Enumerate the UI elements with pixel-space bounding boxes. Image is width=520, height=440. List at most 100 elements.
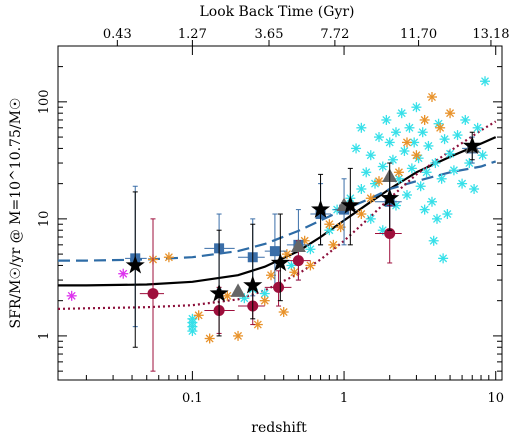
cyan-star-point <box>457 178 468 189</box>
asterisk-stroke <box>366 194 375 203</box>
cyan-star-point <box>469 183 480 194</box>
asterisk-stroke <box>378 226 387 235</box>
black-star-point <box>311 199 331 218</box>
top-tick-label: 1.27 <box>178 27 207 42</box>
asterisk-stroke <box>424 141 433 150</box>
asterisk-stroke <box>407 164 416 173</box>
grey-triangle-point <box>230 283 246 297</box>
asterisk-stroke <box>362 168 371 177</box>
fit-curve-dotted <box>58 120 497 310</box>
cyan-star-point <box>448 165 459 176</box>
orange-star-point <box>222 290 233 301</box>
top-tick-label: 0.43 <box>103 27 132 42</box>
cyan-star-point <box>417 127 428 138</box>
cyan-star-point <box>460 114 471 125</box>
cyan-star-point <box>477 150 488 161</box>
asterisk-stroke <box>397 109 406 118</box>
cyan-star-point <box>377 161 388 172</box>
top-tick-label: 13.18 <box>472 27 509 42</box>
top-tick-label: 3.65 <box>255 27 284 42</box>
x-tick-label: 1 <box>340 391 348 406</box>
orange-star-point <box>411 150 422 161</box>
asterisk-stroke <box>357 210 366 219</box>
y-tick-label: 100 <box>37 89 52 114</box>
asterisk-stroke <box>427 197 436 206</box>
orange-star-point <box>259 295 270 306</box>
asterisk-stroke <box>432 214 441 223</box>
asterisk-stroke <box>234 331 243 340</box>
cyan-star-point <box>356 122 367 133</box>
red-circle-point <box>147 288 159 300</box>
orange-star-point <box>324 219 335 230</box>
cyan-star-point <box>438 253 449 264</box>
cyan-star-point <box>431 213 442 224</box>
top-tick-label: 11.70 <box>400 27 437 42</box>
blue-square-point <box>269 246 280 257</box>
asterisk-stroke <box>119 269 128 278</box>
black-star-point <box>243 275 263 294</box>
orange-star-point <box>233 330 244 341</box>
cyan-star-point <box>374 132 385 143</box>
asterisk-stroke <box>446 149 455 158</box>
orange-star-point <box>365 193 376 204</box>
asterisk-stroke <box>470 185 479 193</box>
x-tick-label: 0.1 <box>182 391 203 406</box>
asterisk-stroke <box>260 296 269 305</box>
asterisk-stroke <box>382 115 391 124</box>
asterisk-stroke <box>267 271 276 280</box>
asterisk-stroke <box>279 308 288 317</box>
cyan-star-point <box>436 173 447 184</box>
asterisk-stroke <box>440 135 449 144</box>
black-star-point <box>380 188 400 207</box>
asterisk-stroke <box>188 314 197 323</box>
asterisk-stroke <box>205 334 214 343</box>
asterisk-stroke <box>223 291 232 300</box>
asterisk-stroke <box>329 240 338 249</box>
orange-star-point <box>426 91 437 102</box>
orange-star-point <box>374 176 385 187</box>
cyan-star-point <box>365 150 376 161</box>
fit-curves <box>58 120 497 310</box>
y-tick-label: 10 <box>37 211 52 228</box>
asterisk-stroke <box>443 210 452 219</box>
cyan-star-point <box>365 213 376 224</box>
asterisk-stroke <box>306 261 315 270</box>
asterisk-stroke <box>478 151 487 160</box>
asterisk-stroke <box>253 320 262 329</box>
cyan-star-point <box>445 148 456 159</box>
asterisk-stroke <box>439 254 448 263</box>
asterisk-stroke <box>194 311 203 320</box>
asterisk-stroke <box>434 119 443 128</box>
asterisk-stroke <box>352 144 361 153</box>
black-star-point <box>125 255 145 274</box>
asterisk-stroke <box>402 190 411 199</box>
asterisk-stroke <box>357 123 366 132</box>
grey-triangle-point <box>290 238 306 253</box>
red-circle-point <box>273 281 285 293</box>
orange-star-point <box>204 333 215 344</box>
orange-star-point <box>281 249 292 260</box>
orange-star-point <box>193 310 204 321</box>
asterisk-stroke <box>465 159 474 168</box>
black-star-point <box>340 195 360 214</box>
cyan-star-point <box>387 154 398 165</box>
cyan-star-point <box>426 196 437 207</box>
asterisk-stroke <box>391 128 400 137</box>
red-circle-point <box>384 227 396 239</box>
asterisk-stroke <box>375 177 384 186</box>
cyan-star-point <box>406 163 417 174</box>
cyan-star-point <box>439 134 450 145</box>
asterisk-stroke <box>400 147 409 156</box>
cyan-star-point <box>361 167 372 178</box>
asterisk-stroke <box>325 220 334 229</box>
asterisk-stroke <box>366 151 375 160</box>
asterisk-stroke <box>357 185 366 193</box>
plot-frame <box>57 45 503 381</box>
asterisk-stroke <box>410 138 419 147</box>
asterisk-stroke <box>427 92 436 101</box>
asterisk-stroke <box>375 133 384 142</box>
cyan-star-point <box>396 108 407 119</box>
y-axis-title: SFR/M☉/yr @ M=10^10.75/M☉ <box>8 98 24 329</box>
cyan-star-point <box>419 204 430 215</box>
